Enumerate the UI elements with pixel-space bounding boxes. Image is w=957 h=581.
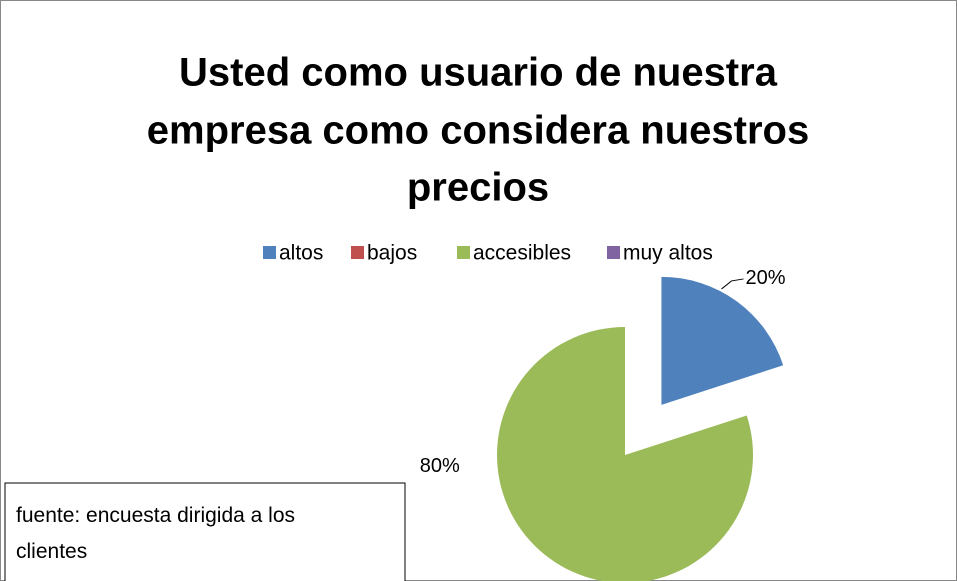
chart-title: Usted como usuario de nuestra [179, 51, 778, 95]
legend-swatch [263, 246, 276, 259]
chart-title: precios [407, 166, 549, 210]
note: fuente: encuesta dirigida a los clientes [16, 504, 296, 563]
legend-label: accesibles [473, 242, 571, 265]
legend-label: altos [279, 242, 323, 265]
leader-line [721, 278, 744, 290]
legend-label: bajos [367, 242, 417, 265]
legend-swatch [457, 246, 470, 259]
data-label: 80% [420, 455, 460, 477]
legend-swatch [351, 246, 364, 259]
pie-slice [497, 327, 753, 581]
legend-label: muy altos [623, 242, 713, 265]
legend-swatch [607, 246, 620, 259]
data-label: 20% [746, 267, 786, 289]
note-box [4, 482, 406, 581]
pie-slice [661, 276, 784, 405]
chart-title: empresa como considera nuestros [147, 109, 809, 153]
